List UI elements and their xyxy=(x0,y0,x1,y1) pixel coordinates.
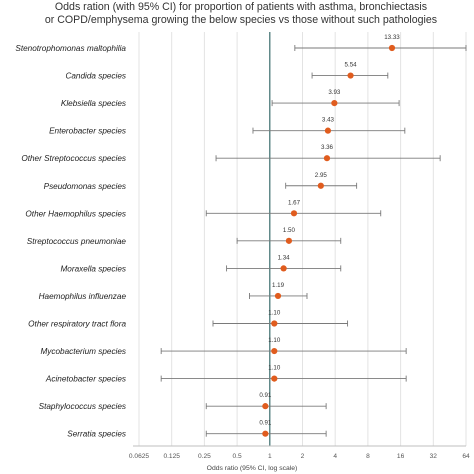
forest-row: Klebsiella species 3.93 xyxy=(61,89,400,108)
category-label: Stenotrophomonas maltophilia xyxy=(15,44,126,53)
forest-row: Pseudomonas species 2.95 xyxy=(44,172,358,191)
category-label: Other respiratory tract flora xyxy=(28,320,126,329)
value-label: 0.91 xyxy=(259,420,272,427)
odds-ratio-point xyxy=(317,182,324,189)
value-label: 1.10 xyxy=(268,310,281,317)
value-label: 13.33 xyxy=(384,34,400,41)
category-label: Enterobacter species xyxy=(49,127,126,136)
value-label: 0.91 xyxy=(259,392,272,399)
forest-row: Other Streptococcus species 3.36 xyxy=(21,144,441,163)
value-label: 3.43 xyxy=(322,117,335,124)
category-label: Moraxella species xyxy=(60,264,126,273)
category-label: Mycobacterium species xyxy=(40,347,126,356)
value-label: 1.10 xyxy=(268,365,281,372)
forest-row: Serratia species 0.91 xyxy=(67,420,327,439)
forest-row: Candida species 5.54 xyxy=(65,62,389,81)
x-tick-label: 0.0625 xyxy=(129,453,150,460)
value-label: 5.54 xyxy=(345,62,358,69)
x-tick-label: 0.5 xyxy=(233,453,242,460)
grid-lines xyxy=(138,32,467,446)
x-axis-label: Odds ratio (95% CI, log scale) xyxy=(207,465,298,472)
value-label: 1.34 xyxy=(278,254,291,261)
data-rows: Stenotrophomonas maltophilia 13.33 Candida… xyxy=(15,34,467,439)
x-axis: 0.0625 0.125 0.25 0.5 1 2 4 8 16 32 64 xyxy=(129,445,470,460)
value-label: 3.93 xyxy=(328,89,341,96)
category-label: Streptococcus pneumoniae xyxy=(27,237,127,246)
odds-ratio-point xyxy=(271,320,278,327)
x-tick-label: 64 xyxy=(462,453,470,460)
chart-title-line-1: Odds ration (with 95% CI) for proportion… xyxy=(55,1,427,13)
category-label: Serratia species xyxy=(67,430,126,439)
odds-ratio-point xyxy=(324,127,332,134)
odds-ratio-point xyxy=(271,347,278,355)
forest-row: Moraxella species 1.34 xyxy=(60,254,342,273)
forest-row: Staphylococcus species 0.91 xyxy=(39,392,327,411)
category-label: Klebsiella species xyxy=(61,99,126,108)
forest-row: Other respiratory tract flora 1.10 xyxy=(28,310,349,329)
category-label: Staphylococcus species xyxy=(39,402,126,411)
value-label: 2.95 xyxy=(315,172,328,179)
value-label: 1.50 xyxy=(283,227,296,234)
forest-row: Other Haemophilus species 1.67 xyxy=(25,199,382,218)
forest-row: Stenotrophomonas maltophilia 13.33 xyxy=(15,34,467,53)
odds-ratio-point xyxy=(280,265,287,272)
forest-row: Streptococcus pneumoniae 1.50 xyxy=(27,227,342,246)
odds-ratio-point xyxy=(323,155,331,162)
value-label: 3.36 xyxy=(321,144,334,151)
x-tick-label: 0.125 xyxy=(163,453,180,460)
chart-title-line-2: or COPD/emphysema growing the below spec… xyxy=(45,14,437,26)
category-label: Pseudomonas species xyxy=(44,182,126,191)
category-label: Other Haemophilus species xyxy=(25,209,126,218)
odds-ratio-point xyxy=(271,375,278,382)
category-label: Haemophilus influenzae xyxy=(39,292,127,301)
x-tick-label: 4 xyxy=(333,453,337,460)
forest-row: Haemophilus influenzae 1.19 xyxy=(39,282,308,301)
category-label: Other Streptococcus species xyxy=(21,154,126,163)
odds-ratio-point xyxy=(388,44,396,52)
x-tick-label: 1 xyxy=(268,453,272,460)
odds-ratio-point xyxy=(290,210,298,217)
odds-ratio-point xyxy=(262,403,269,410)
x-tick-label: 16 xyxy=(397,453,405,460)
category-label: Candida species xyxy=(65,72,126,81)
odds-ratio-point xyxy=(274,292,282,300)
x-tick-label: 2 xyxy=(301,453,305,460)
value-label: 1.19 xyxy=(272,282,285,289)
chart-title: Odds ration (with 95% CI) for proportion… xyxy=(45,1,437,26)
forest-row: Acinetobacter species 1.10 xyxy=(45,365,407,384)
forest-row: Mycobacterium species 1.10 xyxy=(40,337,407,356)
odds-ratio-point xyxy=(347,72,354,79)
x-tick-label: 32 xyxy=(430,453,438,460)
x-tick-label: 0.25 xyxy=(198,453,211,460)
category-label: Acinetobacter species xyxy=(45,375,126,384)
odds-ratio-point xyxy=(285,237,293,244)
value-label: 1.10 xyxy=(268,337,281,344)
odds-ratio-point xyxy=(331,100,338,107)
x-tick-label: 8 xyxy=(366,453,370,460)
odds-ratio-point xyxy=(262,430,269,437)
forest-row: Enterobacter species 3.43 xyxy=(49,117,406,136)
value-label: 1.67 xyxy=(288,199,301,206)
